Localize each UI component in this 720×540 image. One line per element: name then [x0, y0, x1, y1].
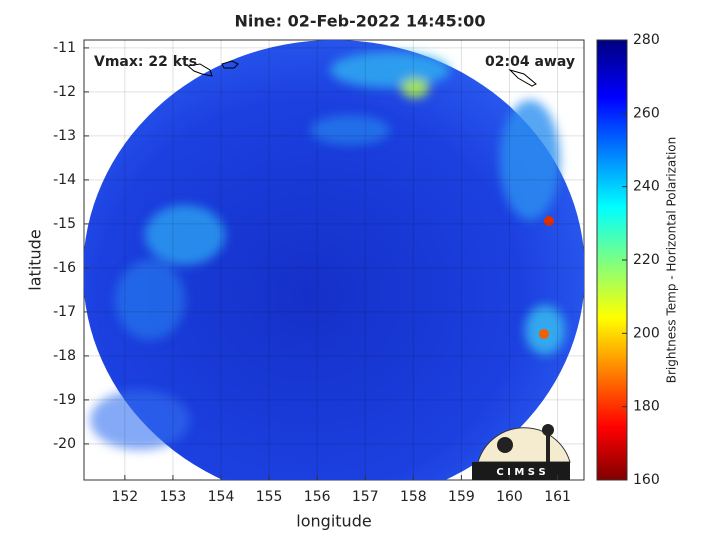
colorbar-tick-label: 280	[633, 32, 660, 48]
annotation: 02:04 away	[485, 54, 575, 70]
x-tick-label: 156	[304, 489, 331, 505]
x-tick-label: 158	[400, 489, 427, 505]
colorbar-tick-label: 180	[633, 399, 660, 415]
y-tick-label: -13	[53, 128, 76, 144]
logo: C I M S S	[472, 424, 571, 480]
colorbar-tick-label: 160	[633, 472, 660, 488]
swath	[84, 40, 584, 480]
coastline	[186, 60, 537, 87]
satellite-image	[84, 40, 584, 480]
colorbar-label: Brightness Temp - Horizontal Polarizatio…	[665, 137, 679, 384]
logo-text: C I M S S	[496, 467, 545, 478]
y-tick-label: -15	[53, 216, 76, 232]
y-tick-label: -18	[53, 348, 76, 364]
annotation: Vmax: 22 kts	[94, 54, 197, 70]
colorbar-tick-label: 200	[633, 325, 660, 341]
colorbar-tick-label: 240	[633, 179, 660, 195]
y-tick-label: -12	[53, 84, 76, 100]
x-axis-label: longitude	[296, 512, 371, 531]
hot-spot	[539, 329, 549, 339]
y-tick-label: -14	[53, 172, 76, 188]
y-tick-label: -16	[53, 260, 76, 276]
bright-features	[90, 52, 565, 450]
hot-spot	[544, 216, 554, 226]
x-tick-label: 154	[208, 489, 235, 505]
chart-title: Nine: 02-Feb-2022 14:45:00	[235, 12, 486, 31]
x-tick-label: 153	[160, 489, 187, 505]
x-tick-label: 161	[544, 489, 571, 505]
x-tick-label: 159	[448, 489, 475, 505]
grid	[84, 40, 584, 480]
y-tick-label: -19	[53, 392, 76, 408]
x-tick-label: 160	[496, 489, 523, 505]
x-tick-label: 157	[352, 489, 379, 505]
colorbar-tick-label: 260	[633, 105, 660, 121]
y-tick-label: -11	[53, 40, 76, 56]
y-axis-label: latitude	[26, 229, 45, 290]
x-tick-label: 155	[256, 489, 283, 505]
y-tick-label: -20	[53, 436, 76, 452]
x-tick-label: 152	[111, 489, 138, 505]
y-tick-label: -17	[53, 304, 76, 320]
colorbar-tick-label: 220	[633, 252, 660, 268]
